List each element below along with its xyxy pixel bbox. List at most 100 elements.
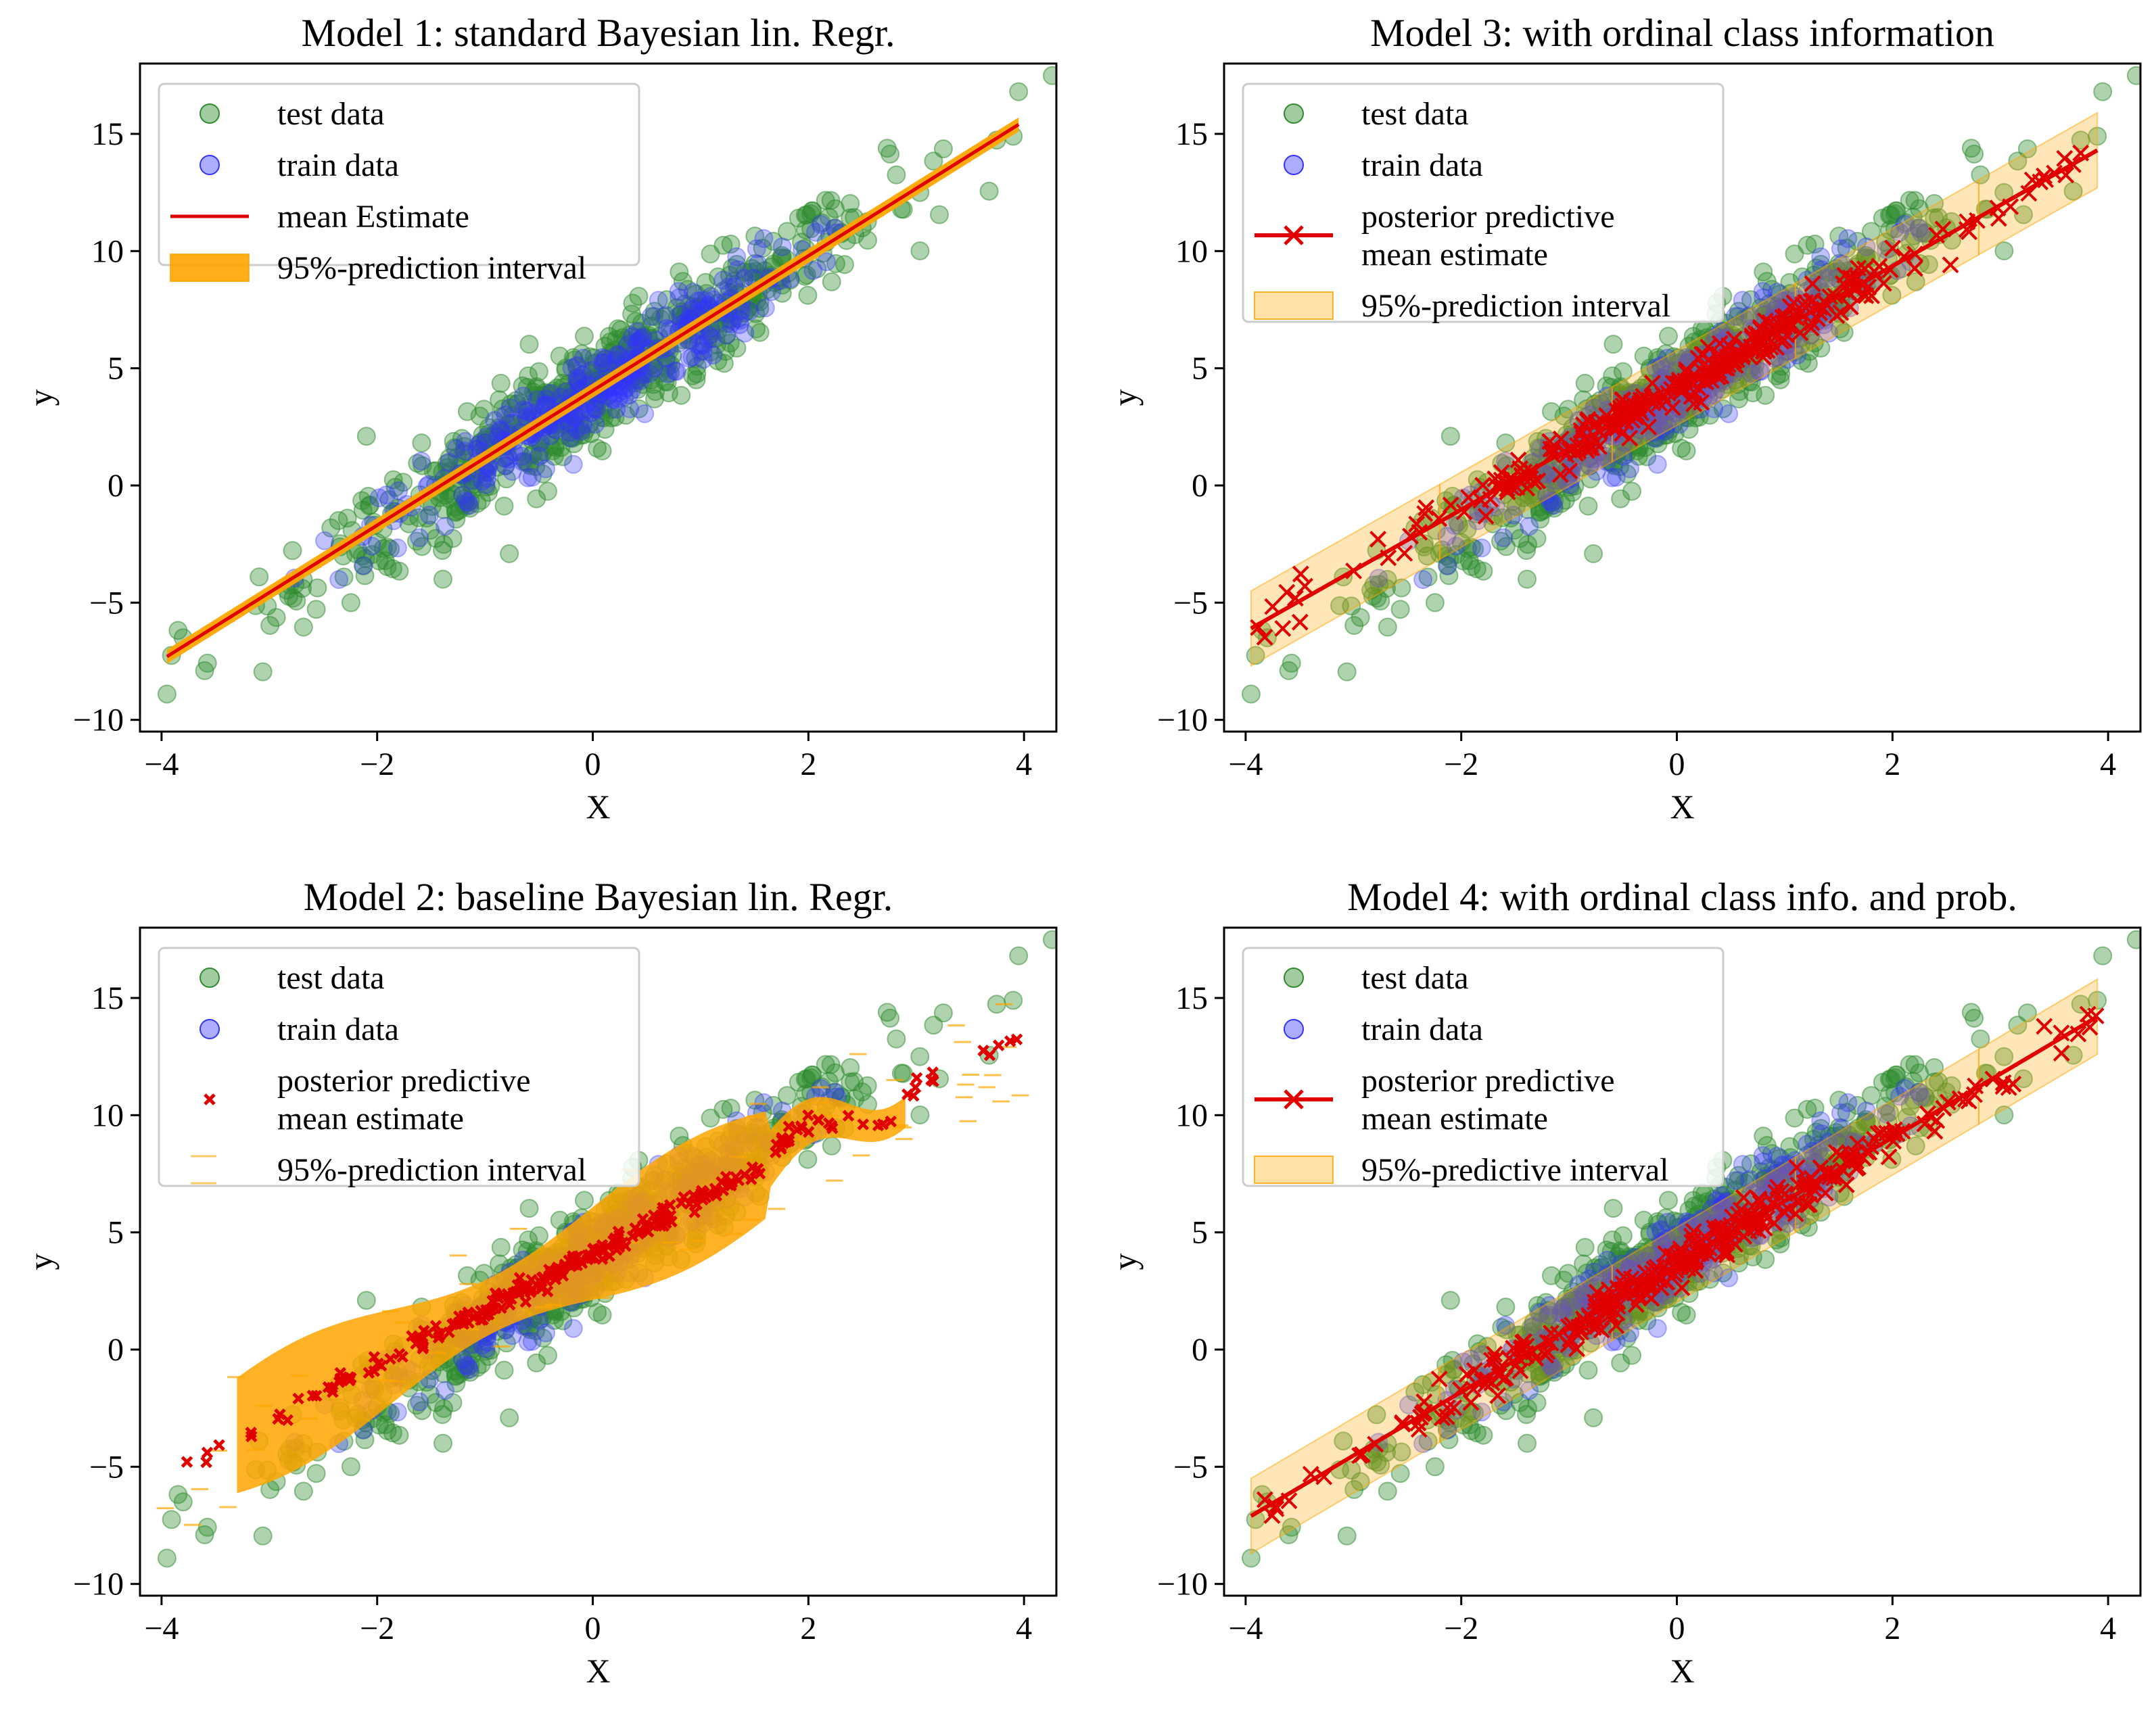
test-data-point [2014,205,2033,224]
x-tick-label: −4 [1228,746,1263,782]
train-data-point [456,492,475,510]
train-data-point [496,405,515,425]
test-data-point [1754,1126,1773,1146]
mean-estimate-x-marker [2065,156,2082,173]
chart-title: Model 4: with ordinal class info. and pr… [1347,875,2017,919]
test-data-point [458,1266,477,1285]
test-data-point [1994,241,2014,260]
legend-test-marker [1284,968,1304,988]
test-data-point [1873,208,1892,228]
train-data-point [1754,288,1773,308]
test-data-point [407,531,426,551]
train-data-point [1537,465,1556,485]
mean-estimate-x-marker [1493,479,1510,496]
test-data-point [433,1433,452,1453]
train-data-point [701,287,721,306]
train-data-point [1725,307,1745,327]
y-tick-label: 15 [1175,980,1208,1016]
train-data-point [530,446,549,466]
test-data-point [1496,1298,1516,1317]
test-data-point [1282,653,1301,673]
test-data-point [1584,544,1603,563]
mean-estimate-x-marker [1292,565,1309,583]
x-axis-label: X [1670,788,1694,826]
train-data-point [719,277,739,297]
test-data-point [77,1541,95,1558]
mean-estimate-markers [1250,144,2090,646]
train-data-point [1753,282,1773,301]
train-data-point [592,348,612,367]
mean-estimate-x-marker [2056,149,2073,167]
test-data-point [525,385,545,405]
test-data-point [611,320,630,339]
mean-estimate-x-marker [1477,508,1495,525]
test-data-point [764,231,783,251]
train-data-point [436,517,455,536]
test-data-point [500,544,519,563]
train-data-point [563,1318,583,1338]
test-data-point [550,1210,569,1230]
test-data-point [1900,1055,1919,1074]
legend-train-label: train data [1361,1011,1483,1047]
train-data-point [1647,1318,1667,1338]
train-data-point [699,326,719,346]
test-data-point [586,353,606,373]
train-data-point [727,247,747,266]
test-data-point [433,569,452,589]
y-axis-label: y [1106,389,1144,406]
test-data-point [745,227,765,246]
train-data-point [693,350,713,369]
test-data-point [563,348,583,367]
test-data-point [778,1086,797,1105]
train-data-point [669,282,688,301]
test-data-point [588,439,607,458]
test-data-point [764,1095,783,1115]
train-data-point [582,360,602,380]
test-data-point [646,382,665,401]
test-data-point [494,1360,514,1380]
train-data-point [568,368,588,388]
test-data-point [1729,302,1748,321]
test-data-point [517,452,537,472]
y-axis-label: y [22,389,60,406]
train-data-point [1585,398,1604,418]
test-data-point [377,557,397,576]
test-data-point [1496,433,1516,453]
test-data-point [816,191,835,210]
mean-estimate-x-marker [1474,477,1492,494]
mean-estimate-x-marker [1583,439,1601,457]
train-data-point [476,475,496,494]
test-data-point [1677,1305,1696,1325]
test-data-point [197,1517,217,1537]
train-data-point [528,390,547,410]
mean-estimate-x-marker [1572,422,1590,439]
test-data-point [500,414,520,433]
chart-panel-2: Model 3: with ordinal class information−… [1106,11,2142,826]
x-tick-label: 2 [800,746,816,782]
x-tick-label: 0 [1669,746,1685,782]
test-data-point [2126,66,2140,85]
test-data-point [426,1393,446,1412]
train-data-point [455,442,475,461]
test-data-point [390,1425,409,1445]
test-data-point [1440,427,1460,446]
test-data-point [321,518,341,538]
train-data-point [1602,468,1622,487]
train-data-point [703,329,722,348]
legend-box [1242,82,1725,323]
mean-estimate-x-marker [1278,584,1296,601]
train-data-point [496,456,515,475]
test-data-point [1330,596,1349,615]
train-data-point [1677,348,1696,367]
test-data-point [1542,1266,1561,1285]
test-data-point [353,556,373,575]
train-data-point [622,381,641,400]
train-data-point [573,348,593,368]
test-data-point [798,1149,818,1169]
mean-estimate-x-marker [1809,310,1826,327]
train-data-point [1520,517,1539,536]
plot-area [157,66,1056,704]
mean-estimate-x-marker [2037,171,2055,189]
legend-test-marker [200,103,220,124]
x-tick-label: −4 [1228,1611,1263,1646]
